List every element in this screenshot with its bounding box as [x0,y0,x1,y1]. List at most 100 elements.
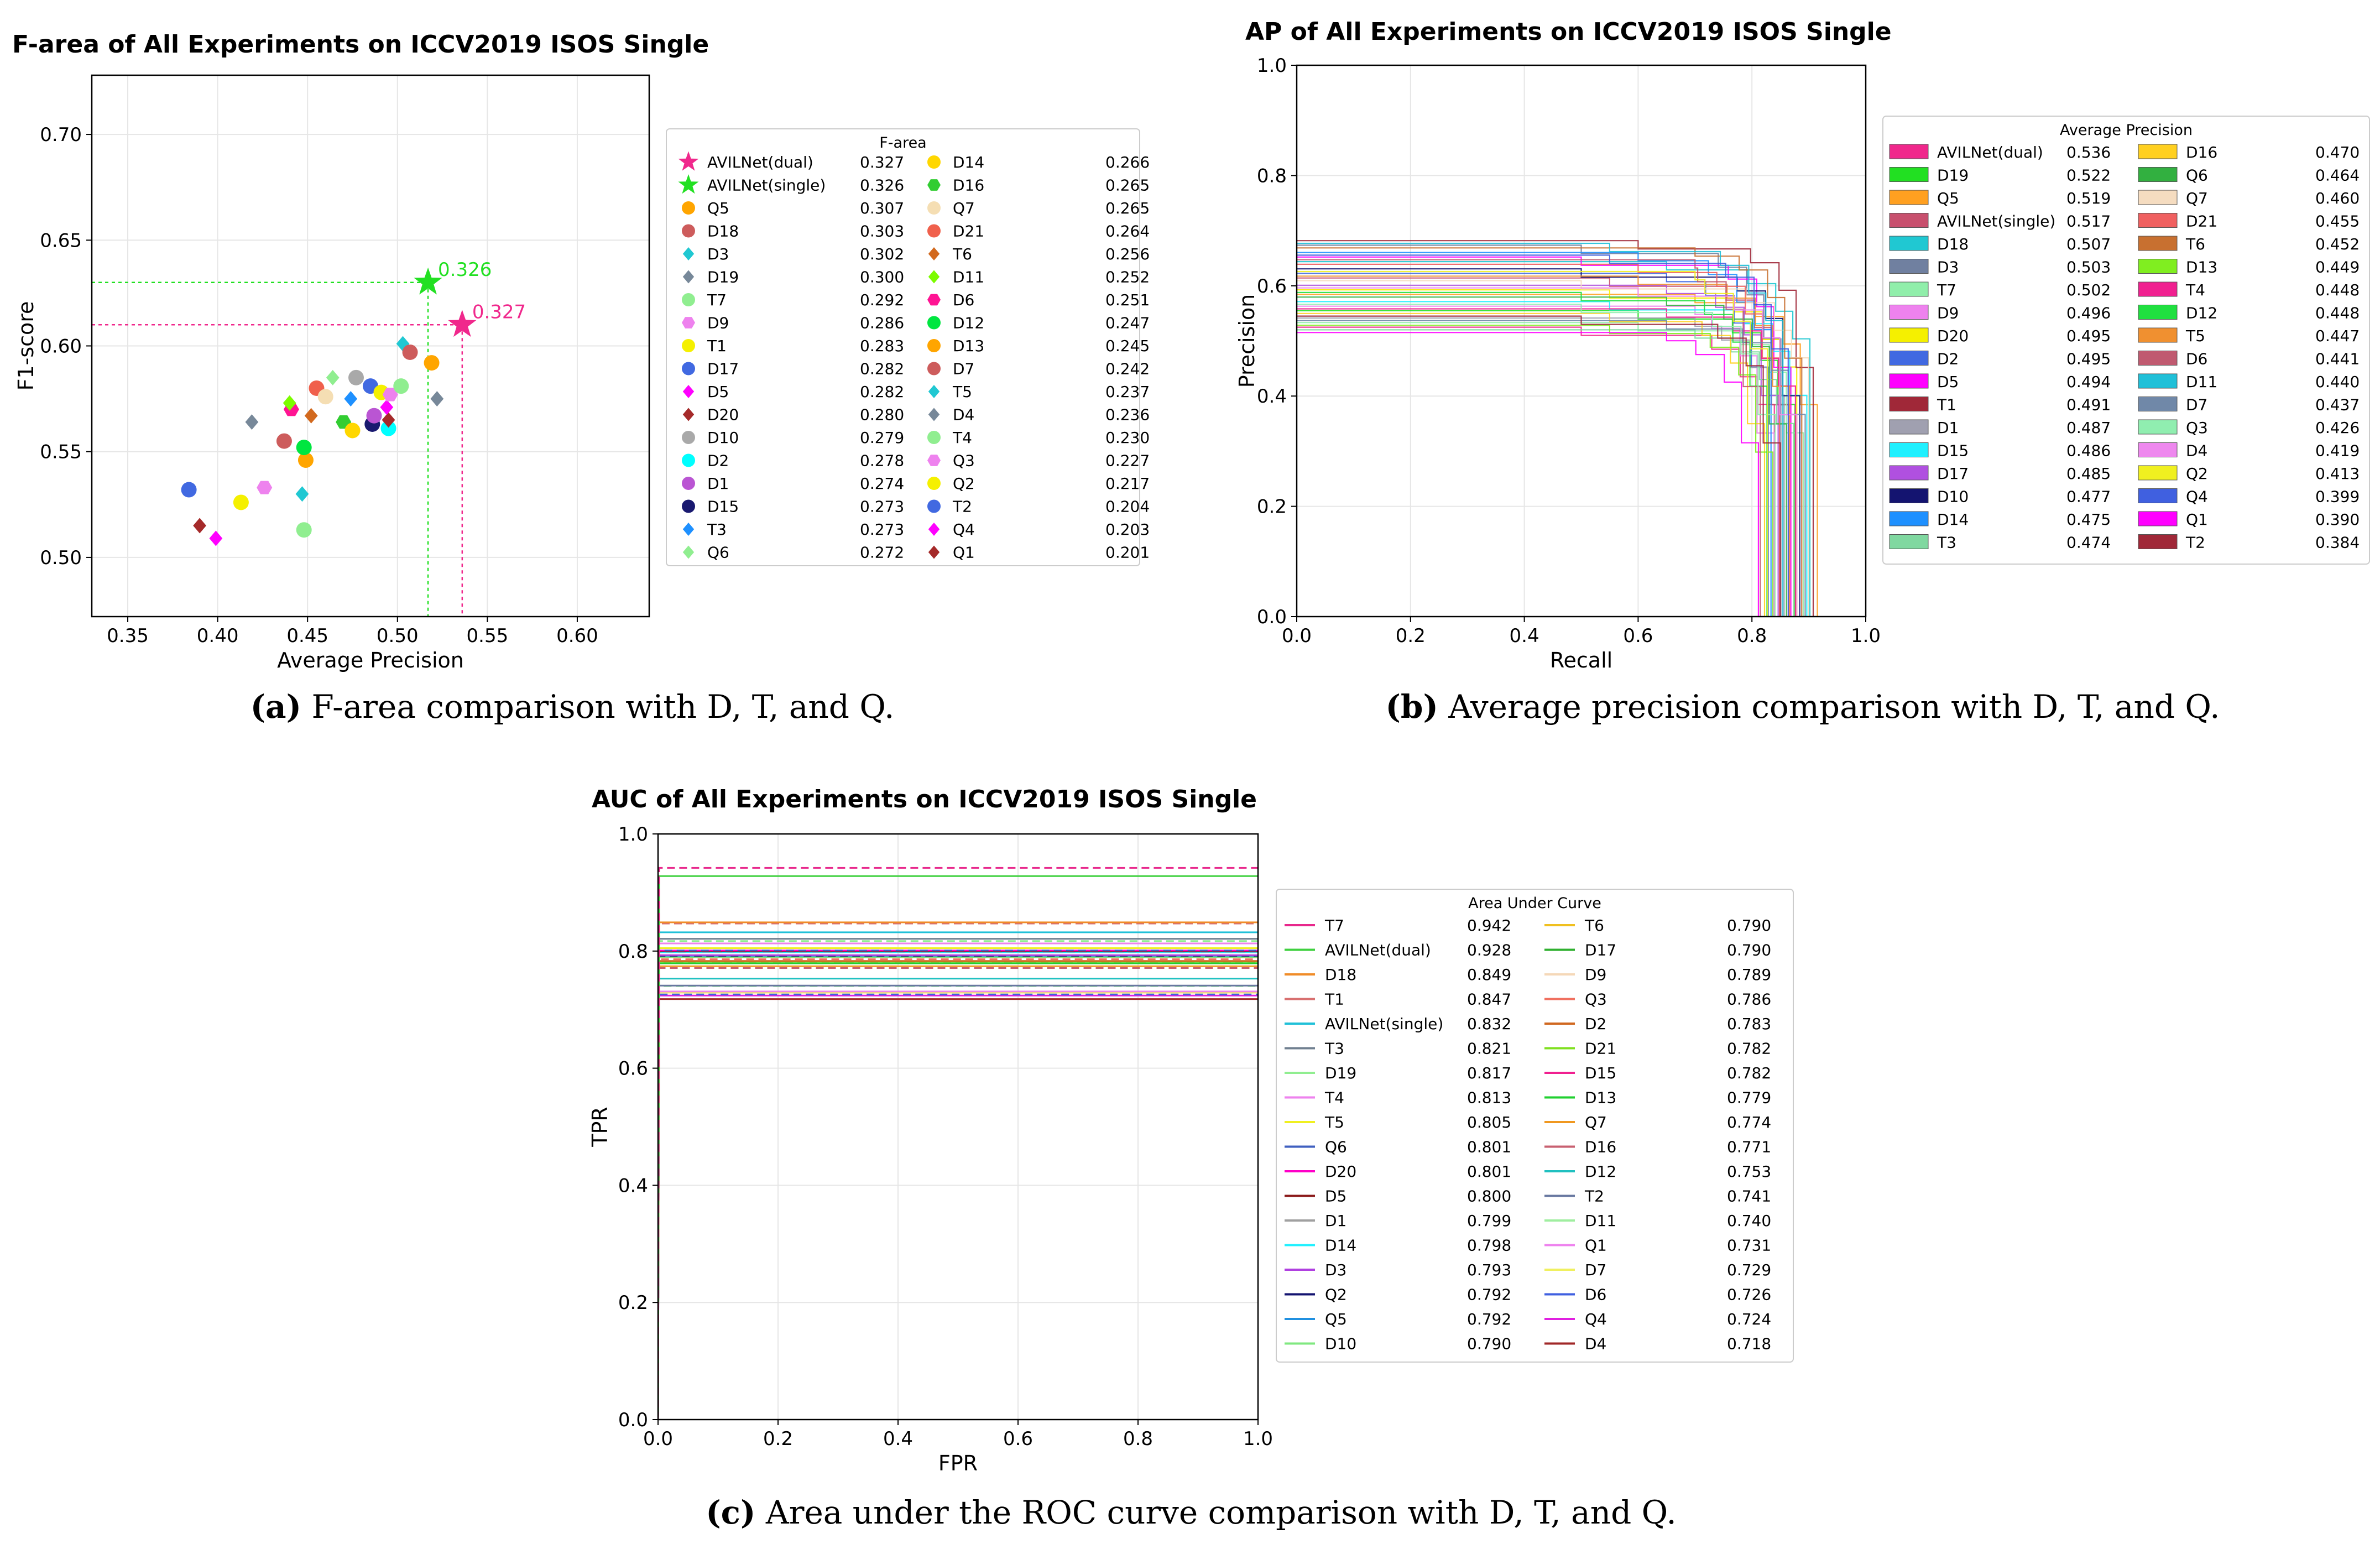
legend-value: 0.286 [860,314,904,332]
legend-swatch-d17 [1889,465,1929,481]
legend-label: T3 [1324,1040,1344,1058]
legend-value: 0.426 [2315,419,2360,437]
legend-marker-d13 [927,339,941,352]
legend-label: AVILNet(dual) [1325,941,1431,959]
legend-label: D17 [1585,941,1616,959]
legend-value: 0.821 [1467,1040,1511,1058]
legend-value: 0.783 [1727,1015,1771,1033]
legend-swatch-d13 [2138,259,2178,274]
legend-label: Q6 [1325,1138,1347,1156]
legend-marker-d5 [682,385,695,398]
legend-marker-t1 [682,339,695,352]
legend-label: D4 [953,406,974,424]
caption-a: (a) F-area comparison with D, T, and Q. [250,688,895,726]
legend-value: 0.790 [1727,941,1771,959]
legend-label: D11 [1585,1212,1616,1230]
x-tick-label: 0.40 [197,625,239,647]
legend-value: 0.282 [860,360,904,378]
legend-swatch-q2 [2138,465,2178,481]
legend-marker-d20 [682,408,695,421]
legend-label: T7 [707,291,727,309]
point-t2 [181,482,197,498]
y-tick-label: 0.2 [1257,496,1287,518]
legend-swatch-t2 [2138,534,2178,549]
legend-label: Q1 [2186,510,2208,529]
point-d2 [380,420,396,436]
legend-value: 0.464 [2315,166,2360,185]
legend-label: D20 [1325,1162,1356,1181]
legend-label: D14 [953,153,984,171]
legend-label: D18 [1325,966,1356,984]
legend-value: 0.449 [2315,258,2360,277]
legend-swatch-d21 [2138,213,2178,228]
legend-swatch-avilnet-dual [1889,144,1929,159]
legend-label: D17 [1937,465,1969,483]
legend-value: 0.452 [2315,235,2360,253]
legend-label: D19 [707,268,739,286]
legend-value: 0.419 [2315,442,2360,460]
legend-label: Q4 [953,520,975,539]
legend-label: D16 [2186,143,2217,161]
legend-label: T5 [1324,1113,1344,1131]
legend-value: 0.272 [860,544,904,562]
point-d19 [430,391,444,407]
legend-label: D2 [1937,350,1959,368]
legend-label: D10 [707,429,739,447]
legend-label: D11 [953,268,984,286]
legend-swatch-t6 [2138,236,2178,251]
legend-label: AVILNet(dual) [1937,143,2043,161]
legend-label: Q3 [2186,419,2208,437]
legend-label: Q4 [1585,1310,1607,1328]
point-t5 [295,486,309,502]
y-tick-label: 0.55 [40,441,82,463]
legend-value: 0.265 [1105,176,1150,195]
legend-value: 0.798 [1467,1237,1511,1255]
legend-value: 0.282 [860,383,904,401]
legend-value: 0.399 [2315,488,2360,506]
legend-label: D12 [1585,1162,1616,1181]
x-tick-label: 1.0 [1243,1428,1273,1450]
legend-swatch-q1 [2138,511,2178,526]
legend-value: 0.801 [1467,1162,1511,1181]
legend-label: AVILNet(single) [1325,1015,1443,1033]
guide-label: 0.326 [438,259,492,281]
legend-label: D21 [2186,212,2217,231]
x-tick-label: 0.4 [883,1428,913,1450]
legend-label: D7 [953,360,974,378]
legend-marker-t4 [927,431,941,444]
legend-swatch-d16 [2138,144,2178,159]
legend-value: 0.813 [1467,1089,1511,1107]
point-q6 [326,369,340,385]
x-axis-label: Average Precision [277,648,464,672]
legend-swatch-q6 [2138,167,2178,182]
legend-marker-d21 [927,224,941,238]
chart-title: AP of All Experiments on ICCV2019 ISOS S… [1245,18,1892,46]
pr-curve-q1 [1297,332,1759,617]
x-tick-label: 0.0 [1282,625,1312,647]
legend-label: Q7 [2186,189,2208,207]
legend-value: 0.741 [1727,1187,1771,1206]
y-tick-label: 0.50 [40,547,82,569]
legend-swatch-t1 [1889,397,1929,411]
point-d13 [298,452,314,468]
legend-swatch-t5 [2138,327,2178,343]
legend-value: 0.327 [860,153,904,171]
legend-value: 0.204 [1105,498,1150,516]
point-d18 [402,344,418,360]
legend-title: Area Under Curve [1468,895,1601,912]
legend-label: D15 [707,498,739,516]
legend-value: 0.264 [1105,222,1150,241]
point-d14 [345,422,361,439]
legend-label: D7 [1585,1261,1606,1279]
legend-swatch-q5 [1889,190,1929,205]
legend-title: F-area [879,134,926,152]
legend-value: 0.502 [2066,281,2111,299]
legend-label: Q7 [1585,1113,1607,1131]
legend-marker-d7 [927,362,941,375]
plot-frame [91,74,650,618]
legend-value: 0.460 [2315,189,2360,207]
y-tick-label: 0.8 [1257,165,1287,187]
legend-value: 0.790 [1727,916,1771,935]
legend-label: D1 [707,474,729,493]
legend-label: T7 [1937,281,1956,299]
